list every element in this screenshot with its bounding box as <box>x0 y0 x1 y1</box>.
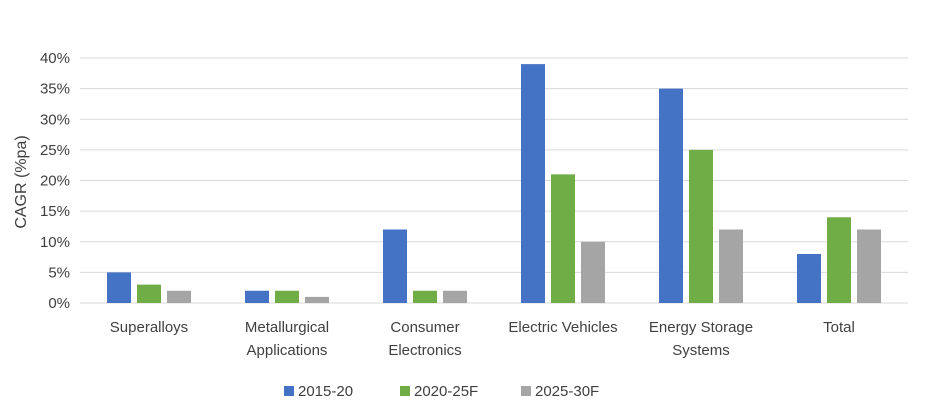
gridlines <box>80 57 908 304</box>
legend-swatch <box>284 386 294 396</box>
x-category-label: Superalloys <box>110 319 188 336</box>
y-tick-label: 30% <box>40 111 70 128</box>
x-category-label: Applications <box>247 342 328 359</box>
bar-2015-20 <box>659 88 683 303</box>
legend-swatch <box>521 386 531 396</box>
bar-2015-20 <box>107 272 131 303</box>
x-category-label: Energy Storage <box>649 319 753 336</box>
x-category-label: Metallurgical <box>245 319 329 336</box>
bars <box>107 64 881 303</box>
bar-2020-25F <box>413 290 437 303</box>
legend-label: 2025-30F <box>535 383 599 400</box>
legend-label: 2015-20 <box>298 383 353 400</box>
x-axis-categories: Superalloys Metallurgical Applications Cons… <box>110 319 855 359</box>
x-category-label: Total <box>823 319 855 336</box>
legend-swatch <box>400 386 410 396</box>
bar-2015-20 <box>383 229 407 303</box>
y-tick-label: 15% <box>40 203 70 220</box>
bar-2015-20 <box>797 254 821 303</box>
x-category-label: Systems <box>672 342 730 359</box>
y-tick-label: 25% <box>40 142 70 159</box>
y-tick-label: 40% <box>40 50 70 67</box>
bar-2020-25F <box>275 290 299 303</box>
bar-2025-30F <box>167 290 191 303</box>
y-tick-label: 35% <box>40 81 70 98</box>
y-axis-label: CAGR (%pa) <box>13 135 30 228</box>
bar-2025-30F <box>581 241 605 303</box>
bar-2025-30F <box>443 290 467 303</box>
y-tick-label: 10% <box>40 234 70 251</box>
x-category-label: Consumer <box>390 319 459 336</box>
bar-2025-30F <box>719 229 743 303</box>
legend: 2015-20 2020-25F 2025-30F <box>284 383 599 400</box>
bar-2025-30F <box>857 229 881 303</box>
bar-2020-25F <box>137 284 161 303</box>
y-tick-label: 20% <box>40 173 70 190</box>
y-axis-ticks: 0% 5% 10% 15% 20% 25% 30% 35% 40% <box>40 50 70 312</box>
y-tick-label: 0% <box>48 295 70 312</box>
bar-2015-20 <box>245 290 269 303</box>
y-tick-label: 5% <box>48 264 70 281</box>
x-category-label: Electric Vehicles <box>508 319 617 336</box>
legend-label: 2020-25F <box>414 383 478 400</box>
x-category-label: Electronics <box>388 342 461 359</box>
bar-2020-25F <box>551 174 575 303</box>
bar-2025-30F <box>305 296 329 303</box>
bar-2020-25F <box>827 217 851 303</box>
bar-2015-20 <box>521 64 545 303</box>
bar-2020-25F <box>689 149 713 303</box>
